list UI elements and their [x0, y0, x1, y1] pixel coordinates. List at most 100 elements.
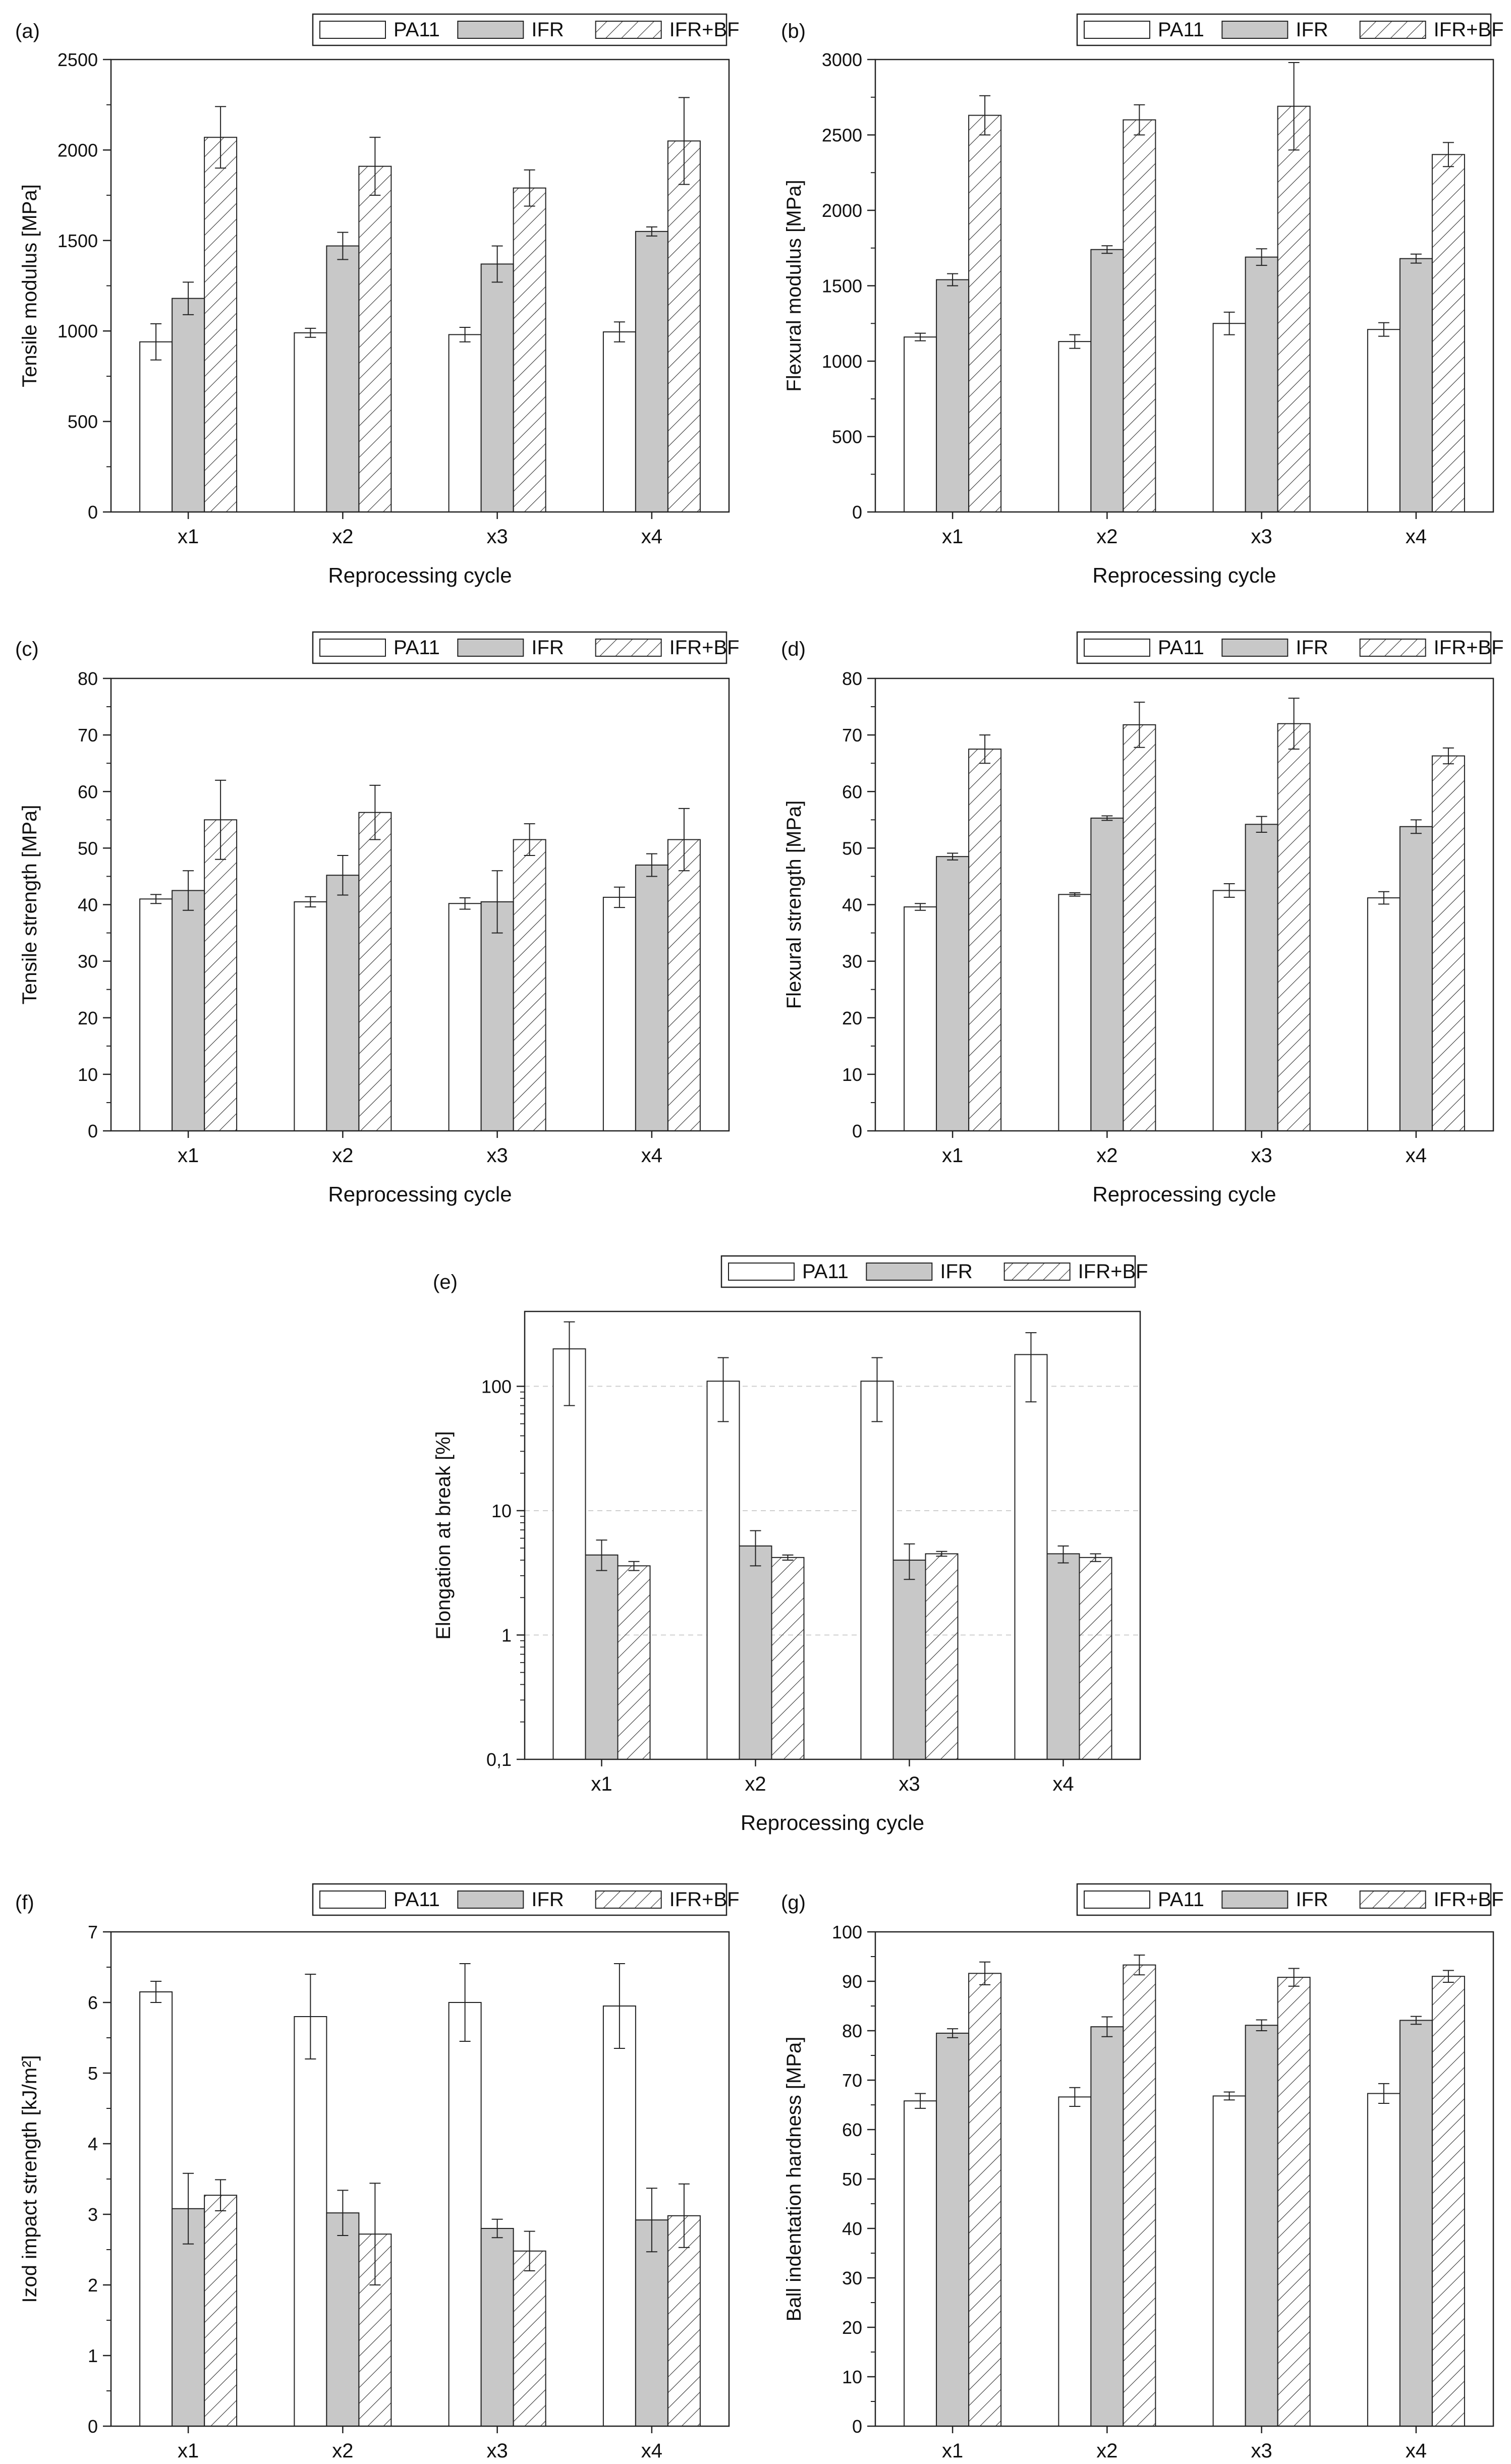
legend-label: IFR [940, 1260, 972, 1283]
x-tick-label: x1 [178, 2440, 199, 2462]
bar-ifr-plus-bf-x1 [204, 137, 238, 512]
panel-letter: (g) [781, 1892, 806, 1914]
x-tick-label: x4 [641, 1144, 662, 1167]
y-tick-label: 70 [842, 725, 862, 746]
bar-ifr-plus-bf-x2 [1123, 724, 1156, 1131]
legend-swatch-pa11 [1084, 639, 1150, 657]
bar-ifr-plus-bf-x1 [968, 114, 1002, 512]
legend-label: IFR [1296, 1888, 1328, 1911]
legend-label: IFR [1296, 637, 1328, 659]
chart-panel-a: 0 500 1000 1500 2000 2500 x1 x2 x3 x4 Reprocessing… [15, 13, 740, 587]
bar-ifr-plus-bf-x2 [358, 812, 392, 1131]
legend-label: IFR+BF [1434, 1888, 1504, 1911]
bar-ifr-x3 [480, 263, 514, 512]
x-tick-label: x2 [1096, 2440, 1117, 2462]
bar-ifr-x2 [1090, 249, 1124, 512]
y-tick-label: 50 [842, 2169, 862, 2190]
bar-pa11-x1 [139, 1991, 173, 2427]
bar-ifr-plus-bf-x3 [513, 2250, 546, 2427]
y-tick-label: 500 [68, 412, 98, 432]
bar-pa11-x4 [1367, 2093, 1401, 2427]
bar-ifr-x3 [1245, 824, 1278, 1131]
x-tick-label: x3 [487, 1144, 508, 1167]
y-tick-label: 2000 [822, 200, 862, 221]
x-tick-label: x4 [1406, 2440, 1427, 2462]
bar-ifr-x2 [326, 2212, 360, 2427]
x-tick-label: x2 [332, 2440, 353, 2462]
legend: PA11 IFR IFR+BF [1076, 631, 1504, 664]
bar-ifr-x2 [326, 875, 360, 1131]
x-tick-label: x1 [178, 1144, 199, 1167]
legend-label: IFR [1296, 19, 1328, 41]
legend: PA11 IFR IFR+BF [312, 13, 740, 46]
bar-ifr-x4 [1046, 1553, 1080, 1760]
y-tick-label: 10 [78, 1064, 98, 1085]
legend-swatch-ifr-plus-bf [1003, 1263, 1071, 1281]
x-axis-title: Reprocessing cycle [1092, 563, 1276, 587]
bar-ifr-x2 [1090, 817, 1124, 1131]
plot-frame [524, 1310, 1141, 1760]
legend-label: PA11 [802, 1260, 849, 1283]
legend-swatch-ifr [1221, 21, 1289, 39]
y-tick-label: 1 [88, 2345, 98, 2366]
panel-letter: (d) [781, 638, 806, 660]
bar-pa11-x2 [1058, 894, 1092, 1131]
bar-ifr-x4 [635, 865, 668, 1131]
legend-label: IFR [531, 1888, 564, 1911]
chart-panel-f: 01234567x1x2x3x4Reprocessing cycleIzod i… [15, 1883, 740, 2462]
y-axis-title: Tensile modulus [MPa] [19, 184, 41, 387]
x-axis-title: Reprocessing cycle [328, 563, 512, 587]
legend: PA11 IFR IFR+BF [312, 1883, 740, 1916]
y-tick-label: 30 [842, 951, 862, 972]
bar-ifr-x1 [172, 298, 205, 513]
y-tick-label: 500 [832, 427, 862, 447]
y-tick-label: 2500 [58, 49, 98, 70]
y-tick-label: 1500 [58, 231, 98, 251]
x-tick-label: x4 [641, 2440, 662, 2462]
legend-label: PA11 [394, 637, 440, 659]
bar-pa11-x3 [1212, 890, 1246, 1131]
legend-swatch-ifr-plus-bf [595, 639, 662, 657]
y-tick-label: 20 [78, 1008, 98, 1028]
legend-label: PA11 [1158, 637, 1204, 659]
chart-panel-e: 0,1 1 10 100 x1 x2 x3 x4 Reprocessing cycle Elong… [432, 1255, 1148, 1835]
legend-swatch-ifr [866, 1263, 933, 1281]
bar-ifr-x3 [1245, 2025, 1278, 2427]
legend-swatch-pa11 [319, 21, 386, 39]
bar-ifr-plus-bf-x2 [358, 165, 392, 512]
y-tick-label: 10 [842, 1064, 862, 1085]
bar-pa11-x4 [1367, 329, 1401, 513]
y-tick-label: 2500 [822, 125, 862, 146]
bar-pa11-x1 [139, 898, 173, 1131]
y-axis-title: Flexural strength [MPa] [783, 800, 805, 1009]
panel-letter: (e) [433, 1271, 458, 1293]
bar-ifr-plus-bf-x3 [513, 839, 546, 1131]
bar-ifr-plus-bf-x4 [1431, 154, 1465, 512]
legend-swatch-ifr-plus-bf [1359, 1890, 1426, 1909]
x-tick-label: x4 [1052, 1773, 1074, 1795]
y-tick-label: 20 [842, 1008, 862, 1028]
legend-swatch-pa11 [1084, 21, 1150, 39]
legend-swatch-ifr [457, 21, 524, 39]
y-tick-label: 50 [842, 838, 862, 858]
y-tick-label: 0,1 [486, 1749, 512, 1770]
y-tick-label: 2 [88, 2275, 98, 2296]
legend-swatch-ifr [457, 1890, 524, 1909]
bar-pa11-x1 [904, 2100, 937, 2427]
panel-letter: (a) [15, 20, 40, 42]
y-tick-label: 70 [842, 2070, 862, 2091]
y-tick-label: 3000 [822, 49, 862, 70]
bar-ifr-plus-bf-x4 [667, 140, 701, 512]
y-tick-label: 80 [842, 2021, 862, 2041]
y-tick-label: 30 [78, 951, 98, 972]
y-tick-label: 10 [842, 2367, 862, 2387]
bar-pa11-x1 [139, 341, 173, 513]
x-tick-label: x2 [1096, 1144, 1117, 1167]
legend-label: IFR+BF [669, 1888, 740, 1911]
bar-ifr-plus-bf-x3 [513, 187, 546, 512]
bar-ifr-plus-bf-x3 [1277, 1977, 1311, 2427]
x-axis-title: Reprocessing cycle [328, 1182, 512, 1206]
legend-label: IFR [531, 637, 564, 659]
bar-pa11-x2 [294, 2016, 327, 2427]
